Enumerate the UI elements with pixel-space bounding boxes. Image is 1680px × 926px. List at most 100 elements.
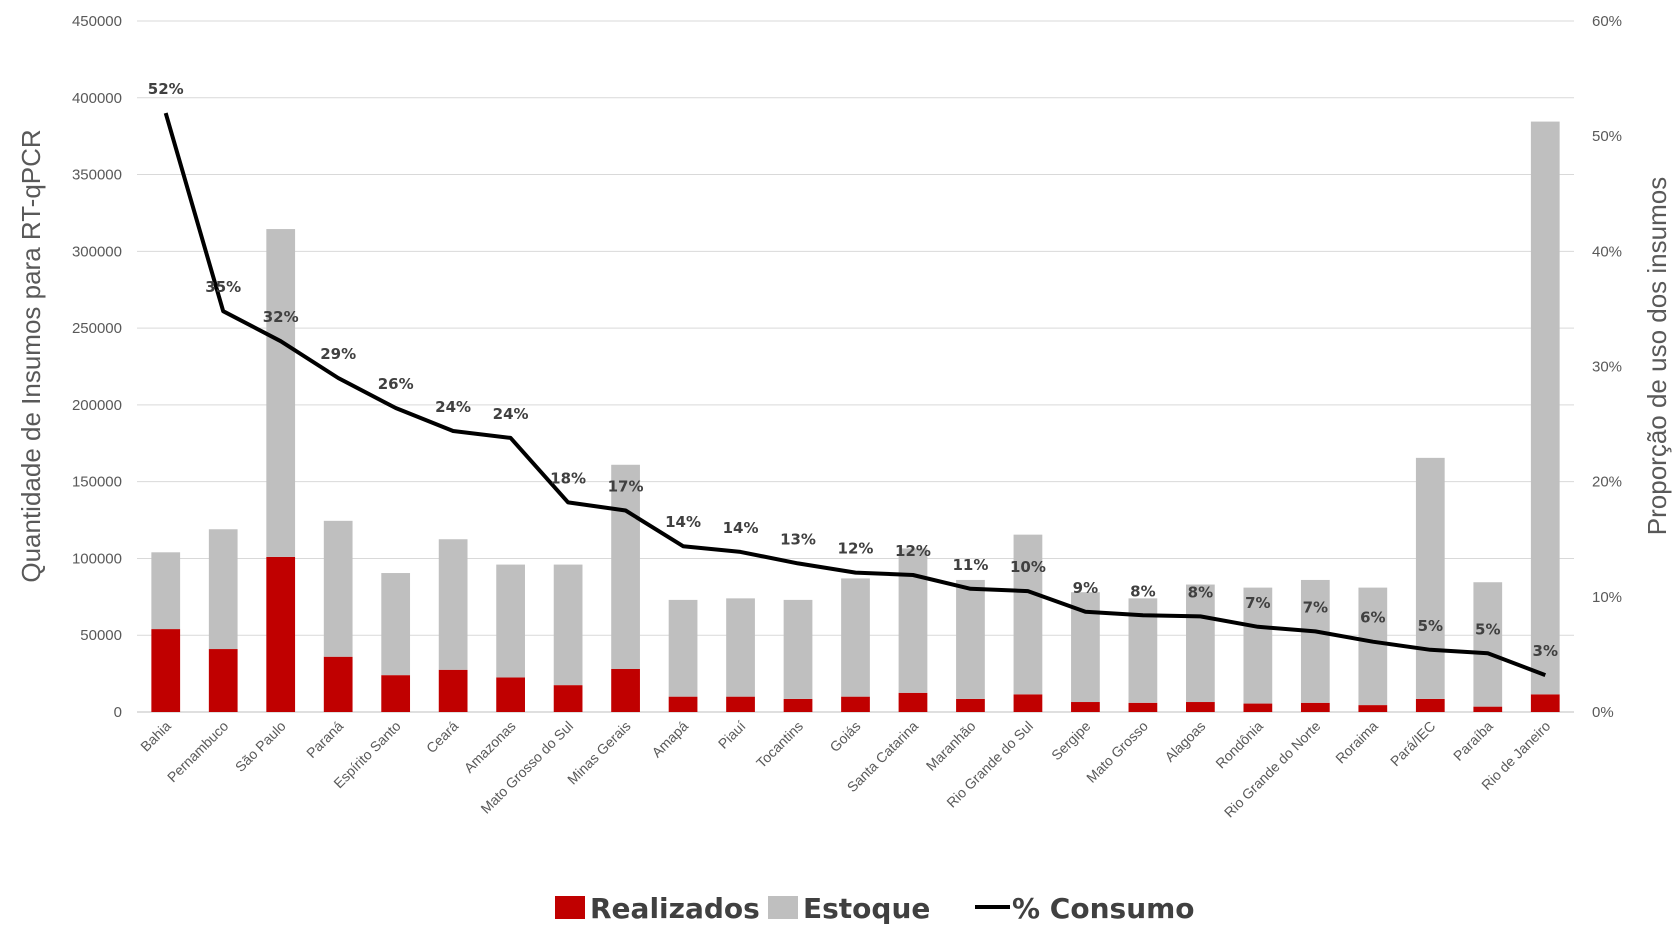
category-label: Maranhão xyxy=(923,718,979,774)
consumo-data-label: 14% xyxy=(665,513,701,531)
bar-estoque xyxy=(323,520,353,657)
left-tick-label: 0 xyxy=(114,704,122,721)
bar-estoque xyxy=(1186,584,1215,703)
bar-estoque xyxy=(1013,534,1043,695)
right-tick-label: 60% xyxy=(1592,13,1622,30)
bar-estoque xyxy=(1415,457,1445,699)
bar-realizados xyxy=(898,692,928,712)
legend-label-consumo: % Consumo xyxy=(1012,892,1195,925)
category-label: São Paulo xyxy=(232,718,289,775)
bars xyxy=(151,121,1560,712)
consumo-data-label: 29% xyxy=(320,345,356,363)
bar-realizados xyxy=(323,656,353,712)
right-tick-label: 50% xyxy=(1592,128,1622,145)
consumo-data-label: 10% xyxy=(1010,558,1046,576)
bar-estoque xyxy=(208,529,238,650)
bar-realizados xyxy=(381,675,411,712)
category-label: Goiás xyxy=(826,718,863,755)
bar-estoque xyxy=(381,573,411,676)
bar-realizados xyxy=(1358,705,1388,712)
bar-realizados xyxy=(496,677,525,712)
left-tick-label: 50000 xyxy=(80,627,122,644)
bar-realizados xyxy=(668,696,698,712)
left-tick-label: 100000 xyxy=(72,550,122,567)
left-tick-label: 200000 xyxy=(72,397,122,414)
category-label: Amapá xyxy=(649,718,692,761)
bar-realizados xyxy=(1013,694,1043,712)
right-axis-title: Proporção de uso dos insumos xyxy=(1642,177,1672,535)
consumo-data-label: 11% xyxy=(953,556,989,574)
category-label: Pernambuco xyxy=(164,718,232,786)
category-label: Rio Grande do Norte xyxy=(1221,718,1324,821)
right-tick-label: 40% xyxy=(1592,243,1622,260)
bar-estoque xyxy=(668,599,698,697)
bar-estoque xyxy=(553,564,583,686)
consumo-data-label: 6% xyxy=(1360,609,1385,627)
bar-realizados xyxy=(438,669,468,712)
consumo-data-label: 52% xyxy=(148,80,184,98)
bar-estoque xyxy=(1530,121,1560,695)
bar-estoque xyxy=(783,599,813,699)
category-label: Rondônia xyxy=(1212,718,1266,772)
consumo-data-label: 3% xyxy=(1533,642,1558,660)
consumo-data-label: 26% xyxy=(378,375,414,393)
bar-estoque xyxy=(841,578,870,697)
consumo-polyline xyxy=(163,112,1547,677)
bar-realizados xyxy=(726,696,755,712)
category-label: Pará/IEC xyxy=(1387,718,1438,769)
consumo-data-label: 24% xyxy=(493,405,529,423)
bar-estoque xyxy=(266,229,296,557)
consumo-data-label: 7% xyxy=(1303,598,1328,616)
category-label: Alagoas xyxy=(1161,718,1208,765)
left-tick-label: 250000 xyxy=(72,320,122,337)
legend-label-realizados: Realizados xyxy=(590,892,760,925)
consumo-data-label: 24% xyxy=(435,398,471,416)
category-label: Paraná xyxy=(303,718,346,761)
data-labels: 52% 35% 32% 29% 26% 24% 24% 18% 17% 14% 14% 13% 12% 1… xyxy=(148,80,1558,660)
left-tick-label: 450000 xyxy=(72,13,122,30)
category-label: Roraima xyxy=(1332,718,1381,767)
left-axis-title: Quantidade de Insumos para RT-qPCR xyxy=(16,129,46,582)
left-axis-ticks: 0 50000 100000 150000 200000 250000 300000 3500… xyxy=(72,13,122,721)
consumo-data-label: 8% xyxy=(1130,582,1155,600)
left-tick-label: 150000 xyxy=(72,474,122,491)
bar-realizados xyxy=(956,698,985,712)
category-label: Mato Grosso xyxy=(1083,718,1151,786)
bar-realizados xyxy=(151,629,181,712)
consumo-data-label: 13% xyxy=(780,530,816,548)
consumo-data-label: 8% xyxy=(1188,583,1213,601)
bar-realizados xyxy=(841,696,870,712)
consumo-data-label: 7% xyxy=(1245,594,1270,612)
category-label: Amazonas xyxy=(461,718,519,776)
bar-realizados xyxy=(553,685,583,712)
bar-realizados xyxy=(1071,702,1100,712)
bar-estoque xyxy=(611,464,640,670)
left-tick-label: 300000 xyxy=(72,243,122,260)
legend: Realizados Estoque % Consumo xyxy=(555,892,1195,925)
bar-realizados xyxy=(266,556,296,712)
bar-realizados xyxy=(611,669,640,712)
gridlines xyxy=(137,20,1574,713)
bar-realizados xyxy=(783,698,813,712)
consumo-data-label: 9% xyxy=(1073,579,1098,597)
legend-label-estoque: Estoque xyxy=(803,892,930,925)
bar-realizados xyxy=(1128,702,1158,712)
bar-estoque xyxy=(496,564,525,678)
category-label: Piauí xyxy=(715,718,749,752)
bar-realizados xyxy=(1530,694,1560,712)
bar-estoque xyxy=(726,598,755,697)
consumo-data-label: 17% xyxy=(608,477,644,495)
bar-realizados xyxy=(1186,702,1215,712)
right-axis-ticks: 0% 10% 20% 30% 40% 50% 60% xyxy=(1592,13,1622,721)
category-label: Paraíba xyxy=(1450,718,1496,764)
legend-swatch-estoque xyxy=(768,896,798,919)
consumo-data-label: 5% xyxy=(1475,620,1500,638)
bar-estoque xyxy=(151,552,181,630)
consumo-data-label: 12% xyxy=(895,542,931,560)
category-label: Tocantins xyxy=(753,718,806,771)
bar-realizados xyxy=(208,649,238,712)
bar-realizados xyxy=(1243,703,1273,712)
bar-estoque xyxy=(956,579,985,699)
left-tick-label: 350000 xyxy=(72,167,122,184)
